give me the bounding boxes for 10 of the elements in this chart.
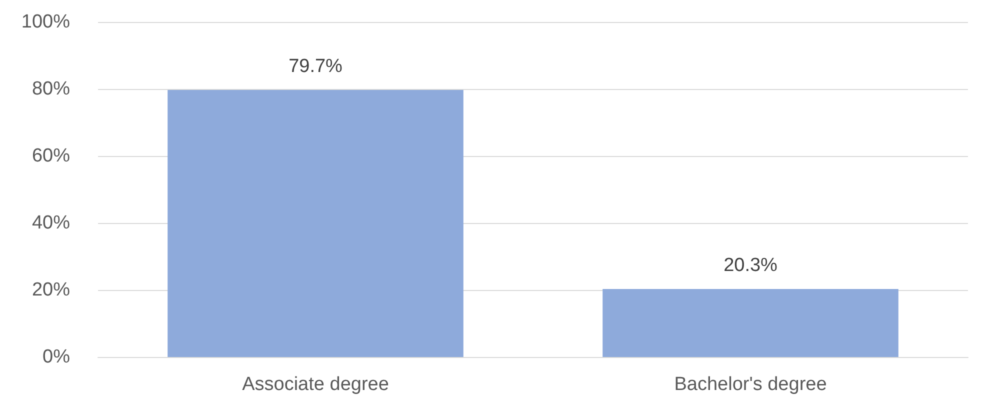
- x-tick-label: Associate degree: [242, 374, 389, 395]
- y-tick-label: 20%: [32, 280, 70, 300]
- y-tick-label: 40%: [32, 212, 70, 234]
- x-tick-label: Bachelor's degree: [674, 374, 827, 395]
- y-tick-label: 80%: [32, 78, 70, 100]
- y-tick-label: 0%: [42, 346, 70, 368]
- y-tick-label: 100%: [21, 12, 70, 32]
- y-tick-label: 60%: [32, 146, 70, 166]
- data-label: 20.3%: [724, 254, 778, 276]
- data-label: 79.7%: [288, 56, 343, 78]
